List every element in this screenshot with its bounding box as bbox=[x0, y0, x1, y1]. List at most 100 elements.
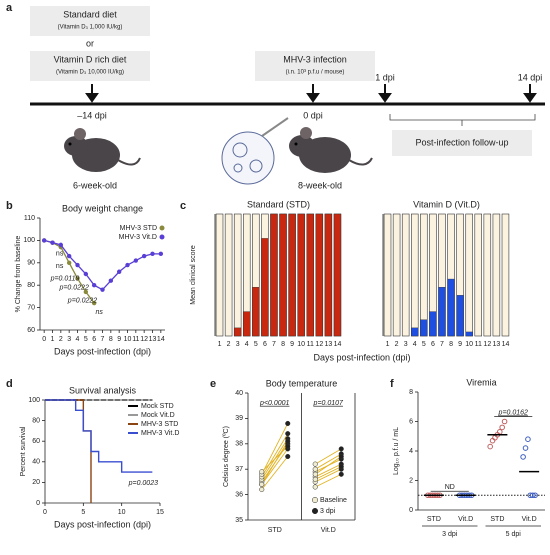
bar-background bbox=[492, 213, 501, 337]
bar-background bbox=[383, 213, 392, 337]
pair-line bbox=[261, 423, 289, 475]
pair-line bbox=[315, 448, 342, 465]
point bbox=[66, 260, 72, 265]
y-tick-label: 35 bbox=[235, 517, 243, 524]
x-tick-label: 3 bbox=[404, 341, 408, 348]
point bbox=[75, 276, 80, 281]
virus bbox=[221, 117, 289, 185]
or-label: or bbox=[86, 38, 94, 48]
x-tick-label: 7 bbox=[272, 341, 276, 348]
point bbox=[285, 443, 291, 449]
y-tick-label: 37 bbox=[235, 466, 243, 473]
point bbox=[312, 471, 318, 477]
follow-box bbox=[392, 130, 532, 156]
panel-letter: f bbox=[390, 378, 394, 390]
pair-line bbox=[315, 463, 342, 478]
point bbox=[259, 469, 265, 475]
point bbox=[75, 262, 80, 268]
x-tick-label: 8 bbox=[109, 336, 113, 343]
point bbox=[100, 287, 105, 292]
bar bbox=[306, 213, 314, 337]
point bbox=[285, 420, 291, 427]
bar-background bbox=[233, 213, 242, 337]
y-tick-label: 6 bbox=[409, 418, 413, 425]
x-tick-label: 1 bbox=[218, 341, 222, 348]
age-label: 6-week-old bbox=[73, 180, 117, 190]
panel-letter: d bbox=[6, 378, 13, 390]
bar-background bbox=[483, 213, 492, 337]
point bbox=[58, 242, 64, 248]
pair-line bbox=[261, 433, 289, 478]
x-tick-label: STD bbox=[490, 516, 504, 523]
y-tick-label: 80 bbox=[32, 417, 40, 424]
pair-line bbox=[315, 453, 342, 470]
x-tick-label: 2 bbox=[59, 336, 63, 343]
bar-background bbox=[392, 213, 401, 337]
x-tick-label: 9 bbox=[458, 341, 462, 348]
bar bbox=[288, 213, 296, 337]
x-tick-label: 2 bbox=[395, 341, 399, 348]
x-tick-label: 2 bbox=[227, 341, 231, 348]
point bbox=[91, 300, 97, 306]
x-tick-label: 5 bbox=[254, 341, 258, 348]
x-tick-label: 1 bbox=[51, 336, 55, 343]
x-tick-label: 14 bbox=[502, 341, 510, 348]
legend-label: 3 dpi bbox=[320, 508, 336, 515]
x-tick-label: 3 bbox=[236, 341, 240, 348]
point bbox=[499, 424, 505, 431]
x-tick-label: Vit.D bbox=[458, 516, 473, 523]
mouse bbox=[289, 127, 373, 173]
follow-label: Post-infection follow-up bbox=[415, 137, 508, 147]
x-tick-label: 1 bbox=[386, 341, 390, 348]
pair-line bbox=[261, 446, 289, 473]
bar bbox=[297, 213, 305, 337]
point bbox=[312, 484, 318, 490]
bar bbox=[420, 319, 428, 337]
x-tick-label: 10 bbox=[297, 341, 305, 348]
age-label: 8-week-old bbox=[298, 180, 342, 190]
y-tick-label: 2 bbox=[409, 477, 413, 484]
bar bbox=[243, 311, 251, 337]
y-tick-label: 70 bbox=[27, 304, 35, 311]
y-tick-label: 60 bbox=[32, 438, 40, 445]
x-tick-label: 10 bbox=[118, 509, 126, 516]
bar-background bbox=[501, 213, 510, 337]
bar bbox=[234, 327, 242, 337]
x-tick-label: 7 bbox=[101, 336, 105, 343]
y-tick-label: 4 bbox=[409, 448, 413, 455]
chart-title: Body weight change bbox=[62, 203, 143, 213]
annotation: p=0.0222 bbox=[67, 298, 97, 305]
pair-line bbox=[314, 456, 342, 475]
point bbox=[91, 283, 97, 288]
point bbox=[150, 251, 155, 257]
x-tick-label: 11 bbox=[475, 341, 482, 348]
x-tick-label: 4 bbox=[245, 341, 249, 348]
x-tick-label: 5 bbox=[84, 336, 88, 343]
diet-dose: (Vitamin D₃ 1,000 IU/kg) bbox=[58, 25, 123, 31]
panel-letter: e bbox=[210, 378, 216, 390]
point bbox=[338, 446, 344, 452]
y-tick-label: 40 bbox=[235, 390, 243, 397]
bar-background bbox=[224, 213, 233, 337]
x-tick-label: 12 bbox=[315, 341, 323, 348]
x-tick-label: 10 bbox=[465, 341, 473, 348]
day-label: 0 dpi bbox=[303, 110, 323, 120]
y-axis-label: Log₁₀ p.f.u / mL bbox=[393, 427, 400, 475]
diet-label: Vitamin D rich diet bbox=[54, 54, 127, 64]
infection-label: MHV-3 infection bbox=[283, 54, 347, 64]
bar bbox=[456, 295, 464, 337]
chart-title: Viremia bbox=[466, 377, 496, 387]
point bbox=[158, 251, 164, 257]
point bbox=[487, 443, 493, 450]
bracket bbox=[389, 114, 536, 126]
pair-line bbox=[261, 448, 289, 485]
x-tick-label: 11 bbox=[307, 341, 314, 348]
chart-title: Standard (STD) bbox=[247, 199, 310, 209]
mouse bbox=[64, 128, 141, 172]
annotation: p=0.0222 bbox=[58, 284, 88, 291]
pair-line bbox=[315, 473, 342, 488]
point bbox=[285, 453, 291, 460]
y-tick-label: 60 bbox=[27, 327, 35, 334]
x-tick-label: 4 bbox=[76, 336, 80, 343]
